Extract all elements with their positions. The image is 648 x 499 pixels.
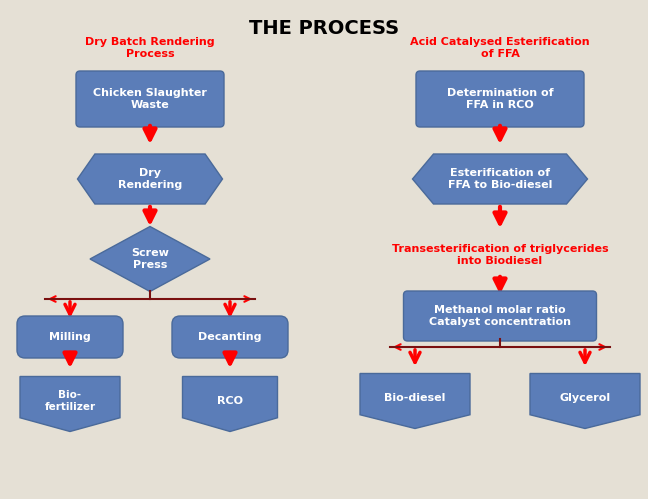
Polygon shape bbox=[90, 227, 210, 291]
Text: THE PROCESS: THE PROCESS bbox=[249, 19, 399, 38]
Polygon shape bbox=[413, 154, 588, 204]
Text: Bio-
fertilizer: Bio- fertilizer bbox=[45, 390, 95, 413]
FancyBboxPatch shape bbox=[172, 316, 288, 358]
Text: Acid Catalysed Esterification
of FFA: Acid Catalysed Esterification of FFA bbox=[410, 37, 590, 59]
Text: RCO: RCO bbox=[217, 396, 243, 406]
Text: Chicken Slaughter
Waste: Chicken Slaughter Waste bbox=[93, 88, 207, 110]
Text: Transesterification of triglycerides
into Biodiesel: Transesterification of triglycerides int… bbox=[391, 244, 608, 266]
Polygon shape bbox=[183, 377, 277, 432]
Text: Milling: Milling bbox=[49, 332, 91, 342]
FancyBboxPatch shape bbox=[76, 71, 224, 127]
Text: Bio-diesel: Bio-diesel bbox=[384, 393, 446, 403]
Text: Screw
Press: Screw Press bbox=[131, 248, 169, 270]
Polygon shape bbox=[530, 373, 640, 429]
Polygon shape bbox=[360, 373, 470, 429]
Text: Determination of
FFA in RCO: Determination of FFA in RCO bbox=[446, 88, 553, 110]
Text: Dry Batch Rendering
Process: Dry Batch Rendering Process bbox=[85, 37, 215, 59]
FancyBboxPatch shape bbox=[416, 71, 584, 127]
Text: Methanol molar ratio
Catalyst concentration: Methanol molar ratio Catalyst concentrat… bbox=[429, 305, 571, 327]
Text: Esterification of
FFA to Bio-diesel: Esterification of FFA to Bio-diesel bbox=[448, 168, 552, 190]
Text: Glycerol: Glycerol bbox=[559, 393, 610, 403]
Polygon shape bbox=[78, 154, 222, 204]
Text: Decanting: Decanting bbox=[198, 332, 262, 342]
Polygon shape bbox=[20, 377, 120, 432]
Text: Dry
Rendering: Dry Rendering bbox=[118, 168, 182, 190]
FancyBboxPatch shape bbox=[17, 316, 123, 358]
FancyBboxPatch shape bbox=[404, 291, 597, 341]
